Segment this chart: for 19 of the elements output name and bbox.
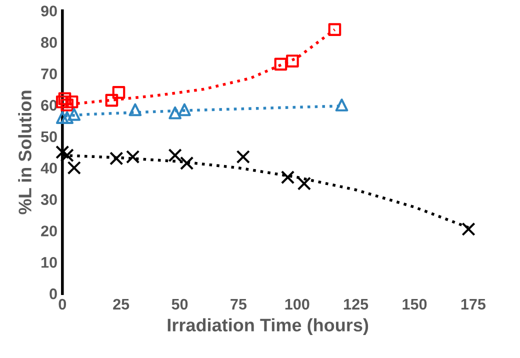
y-axis-title: %L in Solution bbox=[18, 90, 32, 214]
x-tick-label: 150 bbox=[402, 298, 427, 310]
y-tick-label: 10 bbox=[42, 257, 57, 268]
y-tick-label: 90 bbox=[41, 6, 57, 16]
x-tick-label: 50 bbox=[172, 298, 188, 310]
y-tick-label: 40 bbox=[40, 162, 57, 174]
x-tick-label: 25 bbox=[113, 298, 130, 310]
x-tick-label: 100 bbox=[285, 298, 310, 310]
y-tick-label: 0 bbox=[50, 288, 57, 300]
y-tick-label: 70 bbox=[41, 68, 57, 80]
y-tick-label: 30 bbox=[40, 194, 57, 205]
x-tick-label: 125 bbox=[344, 298, 368, 310]
y-tick-label: 20 bbox=[41, 226, 57, 236]
y-tick-label: 50 bbox=[41, 131, 57, 142]
x-tick-label: 175 bbox=[461, 298, 486, 310]
x-tick-label: 75 bbox=[230, 298, 247, 310]
y-tick-label: 80 bbox=[41, 37, 57, 48]
x-axis-title: Irradiation Time (hours) bbox=[168, 318, 368, 336]
x-tick-label: 0 bbox=[58, 298, 66, 310]
